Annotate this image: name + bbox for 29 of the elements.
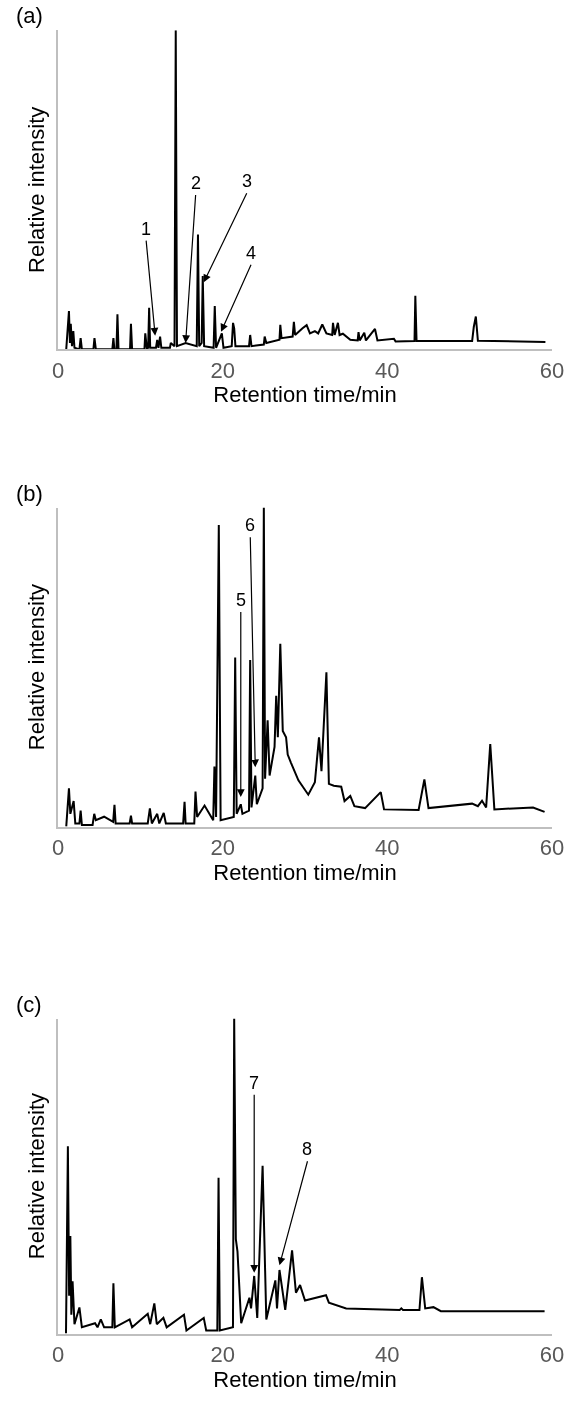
x-tick-label: 40 [375,1341,400,1367]
x-axis-title: Retention time/min [213,1366,397,1392]
x-tick-label: 60 [539,1341,565,1367]
annotation: 5 [236,590,247,610]
y-axis-title: Relative intensity [23,106,49,273]
chart-title: (c) [16,992,42,1017]
annotation: 2 [191,173,202,193]
x-axis-title: Retention time/min [213,382,397,408]
x-tick-label: 60 [539,357,565,383]
chart-title: (a) [16,3,43,28]
x-axis-title: Retention time/min [213,859,397,885]
annotation: 6 [245,515,256,535]
x-tick-label: 0 [51,1341,65,1367]
annotation: 4 [246,243,257,263]
annotation: 7 [249,1073,260,1093]
annotation: 3 [242,171,253,191]
x-tick-label: 20 [210,1341,235,1367]
x-tick-label: 40 [375,357,400,383]
x-tick-label: 20 [210,357,235,383]
x-tick-label: 40 [375,834,400,860]
chart-title: (b) [16,481,43,506]
x-tick-label: 0 [51,834,65,860]
y-axis-title: Relative intensity [23,583,49,751]
y-axis-title: Relative intensity [23,1092,49,1260]
x-tick-label: 20 [210,834,235,860]
x-tick-label: 60 [539,834,565,860]
x-tick-label: 0 [51,357,65,383]
annotation: 1 [141,219,152,239]
annotation: 8 [302,1139,313,1159]
